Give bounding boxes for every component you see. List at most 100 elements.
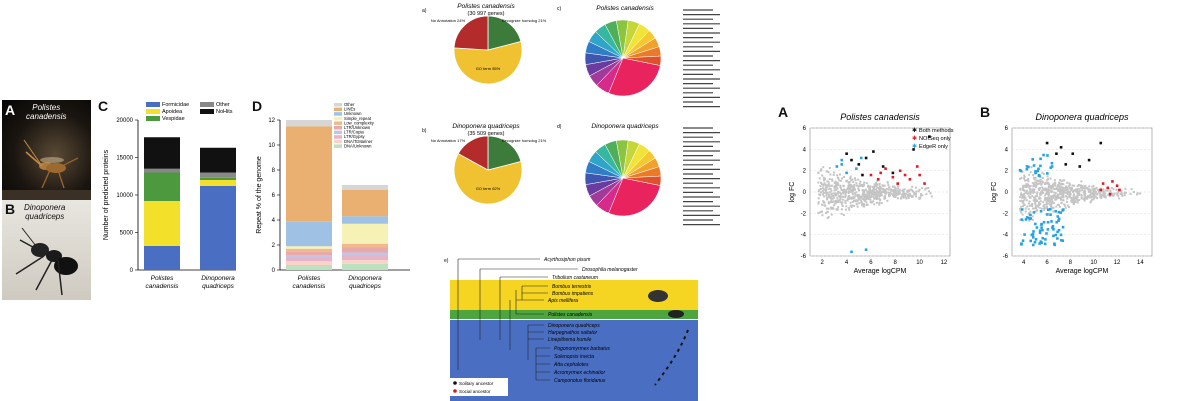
gene-point: [1084, 190, 1087, 193]
gene-point: [835, 194, 838, 197]
gene-point: [1022, 205, 1025, 208]
gene-point: [836, 197, 839, 200]
gene-point: [1072, 195, 1075, 198]
gene-point: [1034, 201, 1037, 204]
x-tick-label: 14: [1137, 260, 1144, 266]
gene-point: [838, 179, 841, 182]
gene-point: [1043, 173, 1046, 176]
gene-point: [1120, 191, 1123, 194]
gene-point: [884, 195, 887, 198]
gene-point: [1078, 193, 1081, 196]
gene-point: [1066, 181, 1069, 184]
de-gene-point: [1038, 242, 1041, 245]
gene-point: [1038, 188, 1041, 191]
y-axis-label: Repeat % of the genome: [256, 156, 263, 234]
gene-point: [855, 203, 858, 206]
gene-point: [874, 188, 877, 191]
gene-point: [831, 179, 834, 182]
gene-point: [1111, 192, 1114, 195]
y-tick-label: 6: [1005, 126, 1009, 132]
legend-label: Both methods: [919, 128, 954, 134]
gene-point: [850, 184, 853, 187]
gene-point: [1096, 188, 1099, 191]
gene-point: [1053, 188, 1056, 191]
de-gene-point: [1059, 233, 1063, 237]
de-gene-point: [857, 163, 861, 166]
gene-point: [1022, 188, 1025, 191]
panel-a-letter: A: [5, 102, 16, 118]
gene-point: [843, 188, 846, 191]
gene-point: [882, 189, 885, 192]
gene-point: [844, 194, 847, 197]
gene-point: [865, 198, 868, 201]
gene-point: [1094, 187, 1097, 190]
gene-point: [1066, 191, 1069, 194]
gene-point: [861, 202, 864, 205]
gene-point: [1089, 201, 1092, 204]
gene-point: [1035, 181, 1038, 184]
gene-point: [1050, 195, 1053, 198]
ant-illustration: [15, 227, 78, 296]
de-gene-point: [1020, 218, 1024, 221]
gene-point: [836, 187, 839, 190]
de-gene-point: [1059, 211, 1063, 214]
gene-point: [1034, 205, 1037, 208]
gene-point: [1089, 191, 1092, 194]
gene-point: [873, 191, 876, 194]
repeat-bar-chart: 0 2 4 6 8 10 12 Repeat % of the genome Polistesc…: [256, 102, 410, 290]
gene-point: [1076, 201, 1079, 204]
gene-point: [1070, 198, 1073, 201]
bar-segment: [200, 180, 236, 186]
gene-point: [890, 188, 893, 191]
de-gene-point: [1039, 240, 1043, 243]
gene-point: [861, 198, 864, 201]
gene-point: [902, 188, 905, 191]
pie-slice: [487, 135, 522, 171]
gene-point: [1071, 190, 1074, 193]
gene-point: [1021, 213, 1024, 216]
gene-point: [850, 185, 853, 188]
gene-point: [858, 189, 861, 192]
gene-point: [1066, 197, 1069, 200]
gene-point: [822, 166, 825, 169]
gene-point: [1075, 198, 1078, 201]
gene-point: [835, 201, 838, 204]
gene-point: [847, 195, 850, 198]
gene-point: [844, 191, 847, 194]
gene-point: [852, 181, 855, 184]
gene-point: [850, 206, 853, 209]
gene-point: [851, 188, 854, 191]
gene-point: [834, 193, 837, 196]
gene-point: [1027, 202, 1030, 205]
de-gene-point: [1044, 238, 1047, 241]
gene-point: [911, 185, 914, 188]
bar-segment: [286, 255, 332, 258]
gene-point: [1035, 186, 1038, 189]
gene-point: [1049, 177, 1052, 180]
gene-point: [904, 196, 907, 199]
gene-point: [1039, 193, 1042, 196]
legend-swatch: [334, 121, 342, 125]
x-axis-label: Average logCPM: [854, 268, 907, 275]
gene-point: [1034, 195, 1037, 198]
gene-point: [1037, 203, 1040, 206]
x-tick-label: 10: [1090, 260, 1097, 266]
gene-point: [857, 197, 860, 200]
gene-point: [847, 197, 850, 200]
gene-point: [1035, 179, 1038, 182]
gene-point: [819, 169, 822, 172]
gene-point: [849, 175, 852, 178]
gene-point: [869, 200, 872, 203]
gene-point: [866, 190, 869, 193]
gene-point: [1080, 193, 1083, 196]
gene-point: [875, 181, 878, 184]
gene-point: [1035, 192, 1038, 195]
gene-point: [835, 185, 838, 188]
gene-point: [880, 202, 883, 205]
taxon-label: Pogonomyrmex barbatus: [554, 346, 610, 352]
y-tick-label: 15000: [116, 156, 133, 162]
gene-point: [1062, 187, 1065, 190]
gene-point: [1074, 188, 1077, 191]
de-gene-point: [1034, 222, 1037, 226]
de-gene-point: [1051, 225, 1055, 228]
